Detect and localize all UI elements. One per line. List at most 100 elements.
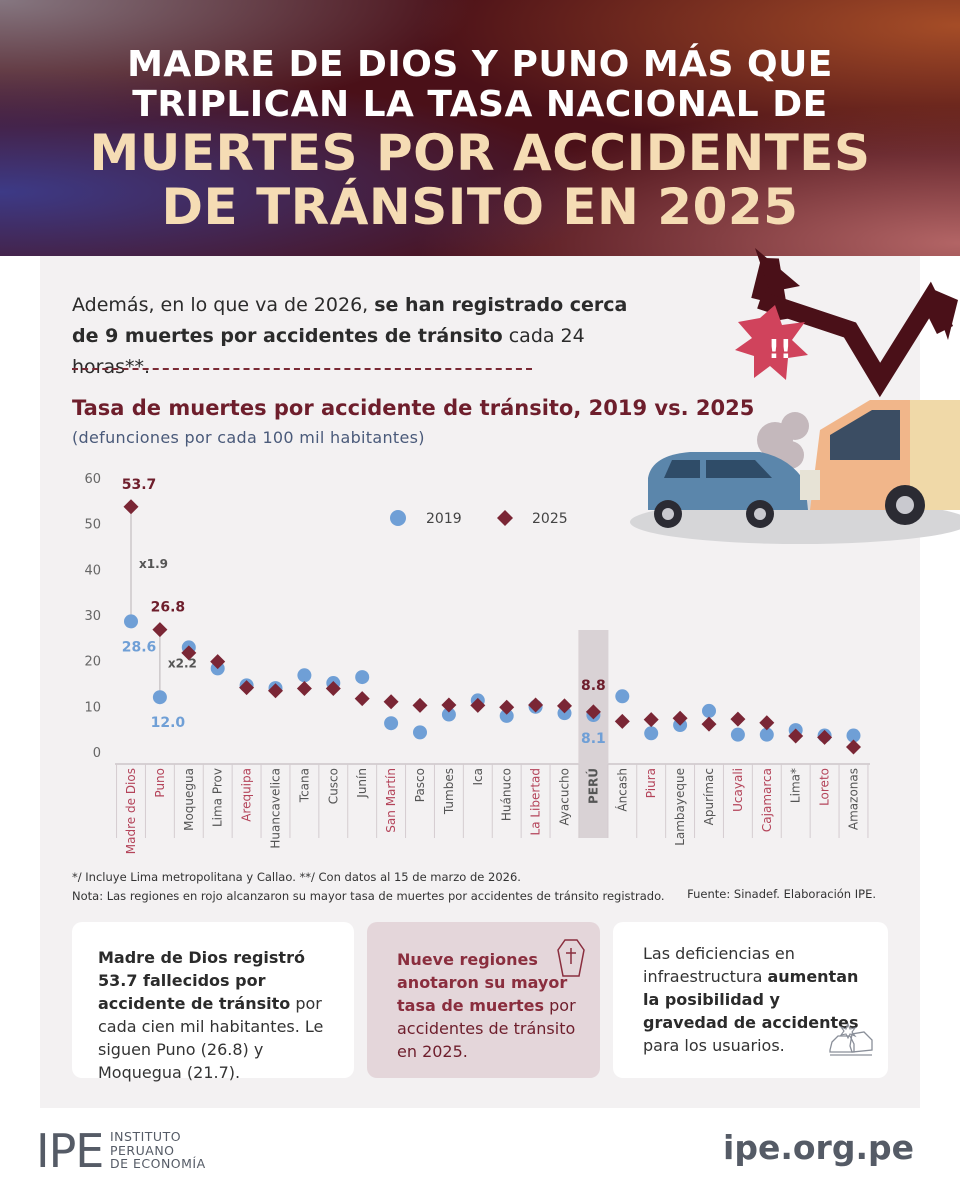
scatter-chart: !! 0 10 20 30 40 50 60 Madre de Dios Puno Moqueg… [84, 248, 960, 854]
y-tick-label: 60 [84, 472, 101, 487]
x-category-label: Puno [153, 768, 167, 798]
point-2025 [210, 654, 226, 670]
legend-marker-2025 [497, 510, 513, 526]
x-category-label: Cajamarca [760, 768, 774, 832]
x-category-label: Ica [471, 768, 485, 786]
x-category-label: Tumbes [442, 768, 456, 815]
point-2025 [701, 716, 717, 732]
point-2025 [268, 683, 283, 699]
value-label-2025: 53.7 [122, 477, 157, 493]
value-label-2019: 8.1 [581, 731, 606, 747]
card3-bold: aumentan la posibilidad y gravedad de ac… [643, 967, 859, 1032]
x-category-label: Loreto [818, 768, 832, 806]
card3-text: para los usuarios. [643, 1036, 785, 1055]
x-category-label: Junín [355, 768, 369, 799]
legend-label-2019: 2019 [426, 511, 462, 527]
x-category-label: Ucayali [731, 768, 745, 812]
y-tick-label: 0 [93, 746, 101, 761]
point-2019 [499, 708, 514, 723]
x-category-label: Áncash [614, 768, 629, 812]
point-2025 [846, 739, 861, 755]
source-note: Fuente: Sinadef. Elaboración IPE. [687, 887, 876, 901]
header-banner: MADRE DE DIOS Y PUNO MÁS QUE TRIPLICAN L… [0, 0, 960, 256]
point-2025 [383, 694, 399, 710]
card1-text: por cada cien mil habitantes. Le siguen … [98, 994, 324, 1082]
x-category-label: Huancavelica [269, 768, 283, 849]
point-2025 [470, 697, 486, 713]
point-2019 [384, 716, 399, 731]
y-tick-label: 30 [84, 609, 101, 624]
logo-line-3: DE ECONOMÍA [110, 1156, 206, 1171]
x-category-label: Lambayeque [673, 768, 687, 846]
point-2019 [355, 670, 370, 685]
value-label-2019: 28.6 [122, 639, 157, 655]
point-2019 [441, 707, 456, 722]
point-2019 [297, 668, 312, 683]
ratio-annotation: x2.2 [168, 656, 197, 670]
point-2025 [239, 680, 255, 696]
x-category-label: Ayacucho [558, 768, 572, 826]
point-2019 [124, 614, 138, 629]
point-2019 [413, 725, 427, 740]
footnote-2: Nota: Las regiones en rojo alcanzaron su… [72, 889, 665, 903]
headline-line-2: TRIPLICAN LA TASA NACIONAL DE [132, 84, 828, 125]
chart-legend: 2019 2025 [390, 510, 568, 527]
website-link[interactable]: ipe.org.pe [723, 1128, 914, 1167]
card1-bold: Madre de Dios registró 53.7 fallecidos p… [98, 948, 305, 1013]
y-tick-label: 10 [84, 700, 101, 715]
dashed-divider [72, 368, 532, 370]
card2-text: por accidentes de tránsito en 2025. [397, 996, 576, 1061]
point-2019 [846, 728, 861, 743]
intro-part-2: cada 24 horas**. [72, 325, 585, 378]
intro-text: Además, en lo que va de 2026, se han reg… [72, 290, 632, 383]
point-2025 [730, 711, 746, 727]
point-2025 [759, 715, 775, 731]
x-category-label: Tcana [297, 768, 311, 803]
chart-title: Tasa de muertes por accidente de tránsit… [72, 396, 755, 420]
point-2025 [354, 691, 370, 707]
x-category-label: Lima* [789, 768, 803, 803]
x-category-label: San Martín [384, 768, 398, 833]
chart-annotations: 53.7 28.6 x1.9 26.8 12.0 x2.2 8.8 8.1 [122, 477, 606, 747]
info-card-infrastructure: Las deficiencias en infraestructura aume… [613, 922, 888, 1078]
point-2025 [412, 697, 428, 713]
headline-line-4: DE TRÁNSITO EN 2025 [161, 178, 799, 236]
x-category-label: Piura [644, 768, 658, 798]
point-2025 [325, 681, 341, 697]
point-2025 [296, 681, 312, 697]
value-label-2019: 12.0 [151, 715, 186, 731]
point-2019 [152, 690, 167, 705]
card2-bold: Nueve regiones anotaron su mayor tasa de… [397, 950, 568, 1015]
point-2025 [643, 712, 659, 728]
y-tick-label: 50 [84, 518, 101, 533]
ipe-logo-text: INSTITUTO PERUANO DE ECONOMÍA [110, 1130, 206, 1171]
value-label-2025: 26.8 [151, 600, 186, 616]
point-2019 [615, 689, 630, 704]
car-crash-icon [829, 1022, 873, 1056]
x-category-label: Lima Prov [211, 768, 225, 827]
peru-highlight-band [578, 630, 609, 838]
crash-illustration-icon: !! [630, 248, 960, 544]
legend-label-2025: 2025 [532, 511, 568, 527]
intro-part-1: Además, en lo que va de 2026, [72, 294, 375, 316]
x-category-label: Madre de Dios [124, 768, 138, 854]
point-2025 [557, 698, 572, 714]
footnote-1: */ Incluye Lima metropolitana y Callao. … [72, 870, 521, 884]
point-2025 [585, 704, 601, 720]
chart-subtitle: (defunciones por cada 100 mil habitantes… [72, 428, 425, 447]
point-2025 [614, 713, 630, 729]
info-card-nine-regions: Nueve regiones anotaron su mayor tasa de… [367, 922, 600, 1078]
point-2025 [499, 699, 515, 715]
x-category-label: Pasco [413, 768, 427, 802]
footnotes: */ Incluye Lima metropolitana y Callao. … [72, 868, 665, 906]
point-2019 [702, 703, 716, 718]
legend-marker-2019 [390, 510, 406, 526]
point-2019 [759, 727, 774, 742]
y-tick-label: 40 [84, 563, 101, 578]
coffin-icon [557, 939, 585, 977]
ratio-annotation: x1.9 [139, 557, 168, 571]
x-category-label: La Libertad [529, 768, 543, 835]
point-2019 [644, 726, 659, 741]
intro-bold: se han registrado cerca de 9 muertes por… [72, 294, 628, 347]
x-category-label: PERÚ [585, 768, 600, 804]
